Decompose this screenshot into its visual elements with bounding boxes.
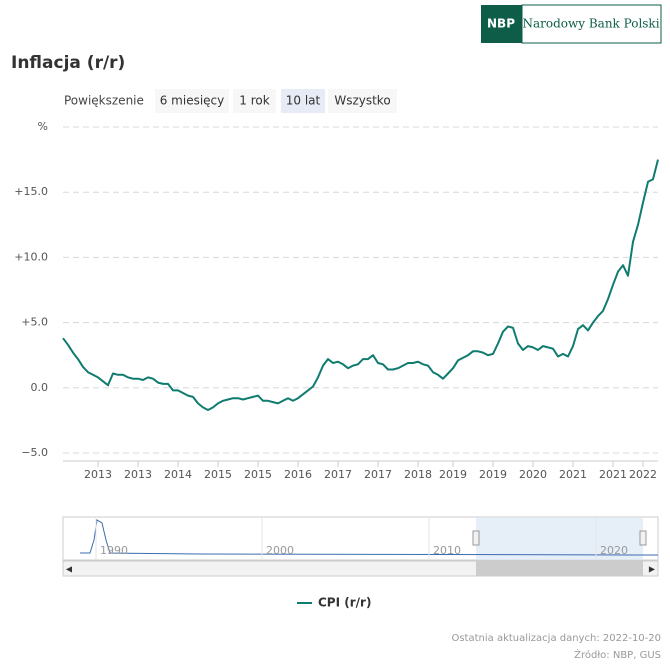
zoom-button-label[interactable]: Wszystko (334, 94, 390, 108)
x-tick-label: 2015 (204, 468, 232, 481)
navigator-label: 1990 (100, 544, 128, 557)
scrollbar-thumb[interactable] (476, 561, 643, 576)
footer: Źródło: NBP, GUS (574, 648, 661, 661)
navigator-handle[interactable] (472, 530, 480, 546)
x-tick-label: 2019 (439, 468, 467, 481)
y-tick-label: +15.0 (14, 185, 48, 198)
zoom-button[interactable] (233, 89, 276, 113)
x-tick-label: 2013 (84, 468, 112, 481)
navigator-line (80, 519, 659, 556)
cpi-line (62, 159, 659, 411)
navigator-handle[interactable] (639, 530, 647, 546)
x-tick-label: 2017 (324, 468, 352, 481)
logo-box (481, 5, 522, 43)
zoom-button-label[interactable]: 6 miesięcy (160, 94, 225, 108)
logo: NBP (487, 17, 515, 31)
y-tick-label: 0.0 (31, 381, 49, 394)
y-tick-label: % (38, 120, 48, 133)
chart-title: Inflacja (r/r) (11, 53, 125, 73)
x-tick-label: 2021 (559, 468, 587, 481)
x-tick-label: 2015 (244, 468, 272, 481)
y-tick-label: +5.0 (21, 316, 48, 329)
zoom-button-label[interactable]: 1 rok (239, 94, 269, 108)
x-tick-label: 2014 (164, 468, 192, 481)
navigator-label: 2000 (266, 544, 294, 557)
scroll-left[interactable]: ◀ (66, 565, 73, 574)
x-tick-label: 2018 (404, 468, 432, 481)
navigator-label: 2020 (600, 544, 628, 557)
scroll-right[interactable]: ▶ (649, 565, 656, 574)
x-tick-label: 2017 (364, 468, 392, 481)
zoom-button[interactable] (281, 89, 325, 113)
x-tick-label: 2016 (284, 468, 312, 481)
navigator-label: 2010 (433, 544, 461, 557)
navigator-selection[interactable] (476, 517, 643, 560)
bank-name: Narodowy Bank Polski (522, 17, 659, 31)
footer: Ostatnia aktualizacja danych: 2022-10-20 (451, 633, 661, 644)
x-tick-label: 2019 (479, 468, 507, 481)
legend-label[interactable]: CPI (r/r) (318, 596, 371, 610)
x-tick-label: 2021 (599, 468, 627, 481)
y-tick-label: −5.0 (21, 446, 48, 459)
x-tick-label: 2013 (124, 468, 152, 481)
logo-frame (521, 4, 662, 44)
zoom-button[interactable] (328, 89, 397, 113)
zoom-button-label[interactable]: 10 lat (286, 94, 321, 108)
x-tick-label: 2020 (519, 468, 547, 481)
zoom-button[interactable] (155, 89, 229, 113)
x-tick-label: 2022 (629, 468, 657, 481)
zoom-label: Powiększenie (64, 94, 144, 108)
y-tick-label: +10.0 (14, 250, 48, 263)
